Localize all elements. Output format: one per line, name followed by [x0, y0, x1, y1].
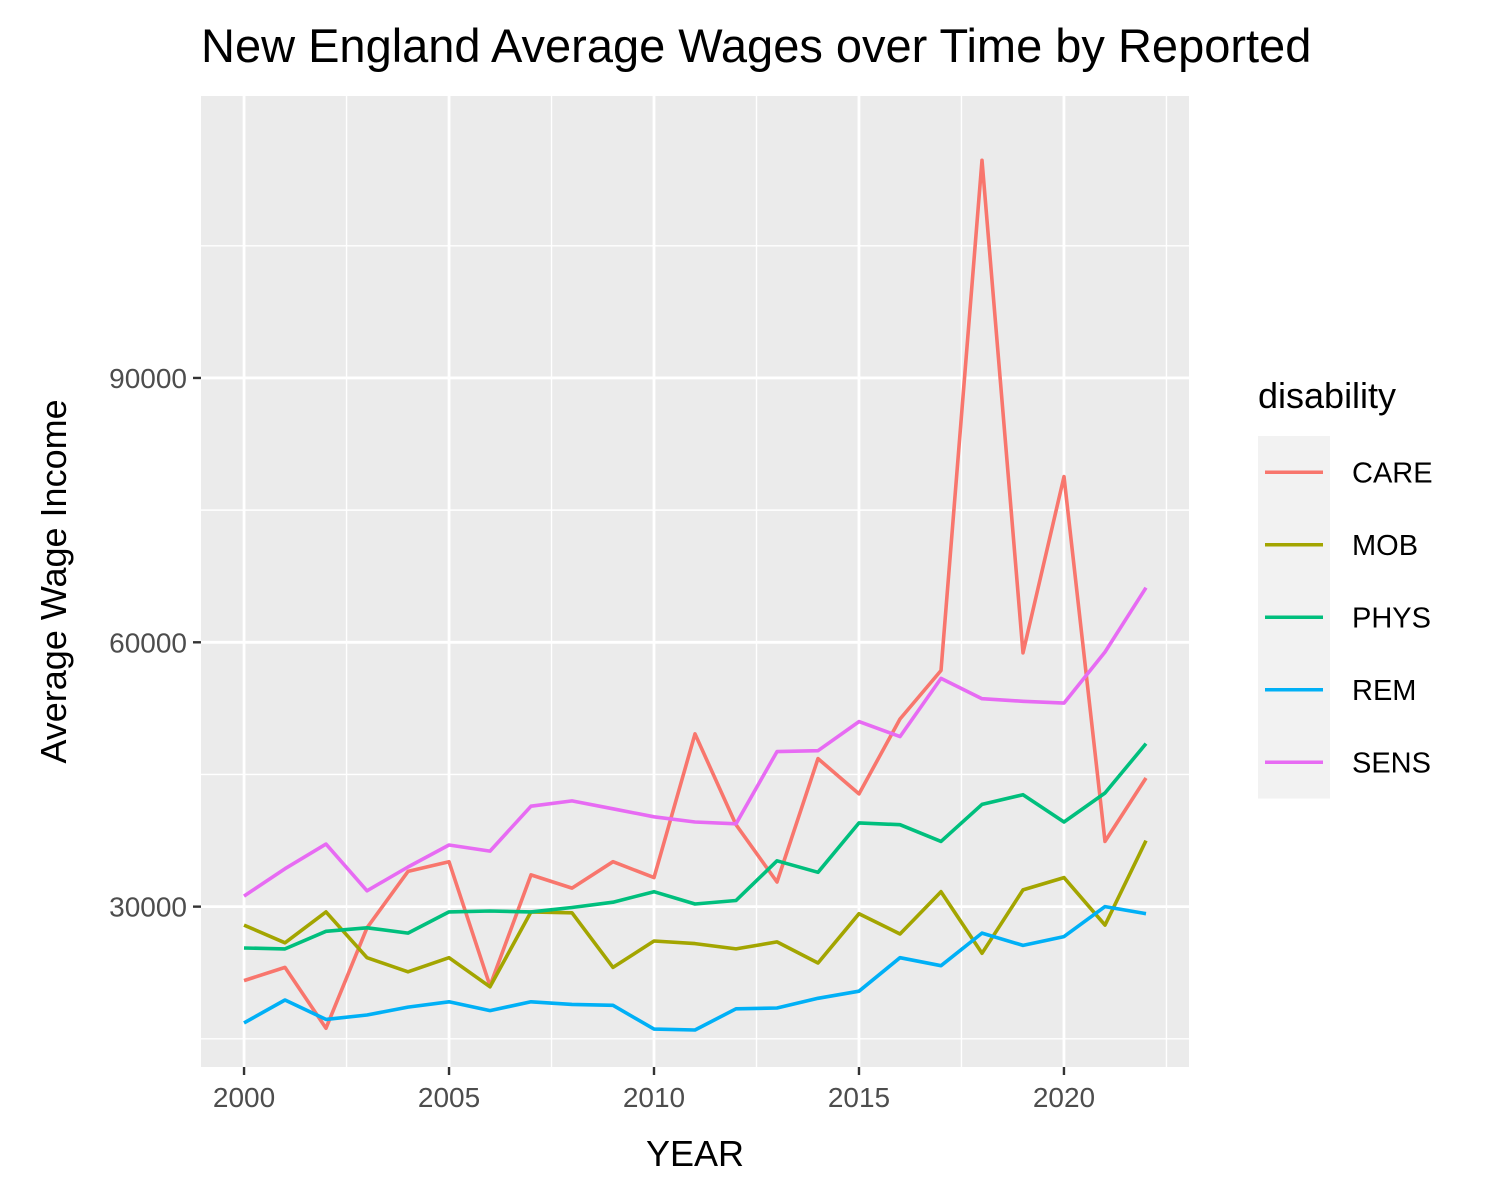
legend-label: SENS: [1352, 747, 1431, 779]
legend-item-phys: PHYS: [1265, 602, 1431, 634]
legend-label: PHYS: [1352, 602, 1431, 634]
series-line-phys: [243, 742, 1148, 951]
legend-item-rem: REM: [1265, 675, 1416, 707]
y-tick-label: 90000: [109, 363, 187, 394]
legend-label: REM: [1352, 675, 1416, 707]
y-axis-title: Average Wage Income: [33, 399, 74, 763]
legend-item-sens: SENS: [1265, 747, 1431, 779]
x-tick-label: 2000: [213, 1082, 275, 1113]
series-line-sens: [242, 586, 1148, 898]
series-lines: [242, 158, 1148, 1032]
series-line-mob: [243, 839, 1148, 989]
x-tick-label: 2020: [1033, 1082, 1095, 1113]
x-axis-title: YEAR: [646, 1133, 744, 1174]
legend-item-mob: MOB: [1265, 530, 1418, 562]
legend: disability CARE MOB PHYS REM SENS: [1258, 375, 1433, 799]
axis-ticks: [193, 376, 1066, 1075]
minor-gridlines: [201, 96, 1189, 1067]
legend-title: disability: [1258, 375, 1396, 416]
series-line-rem: [243, 904, 1147, 1032]
legend-items: CARE MOB PHYS REM SENS: [1265, 457, 1433, 779]
legend-label: MOB: [1352, 530, 1418, 562]
legend-item-care: CARE: [1265, 457, 1433, 489]
x-tick-labels: 2000 2005 2010 2015 2020: [213, 1082, 1095, 1113]
x-tick-label: 2005: [418, 1082, 480, 1113]
y-tick-label: 60000: [109, 627, 187, 658]
y-tick-labels: 30000 60000 90000: [109, 363, 187, 923]
y-tick-label: 30000: [109, 892, 187, 923]
x-tick-label: 2015: [828, 1082, 890, 1113]
series-line-care: [243, 158, 1148, 1030]
legend-label: CARE: [1352, 457, 1433, 489]
x-tick-label: 2010: [623, 1082, 685, 1113]
chart-title: New England Average Wages over Time by R…: [201, 19, 1312, 72]
